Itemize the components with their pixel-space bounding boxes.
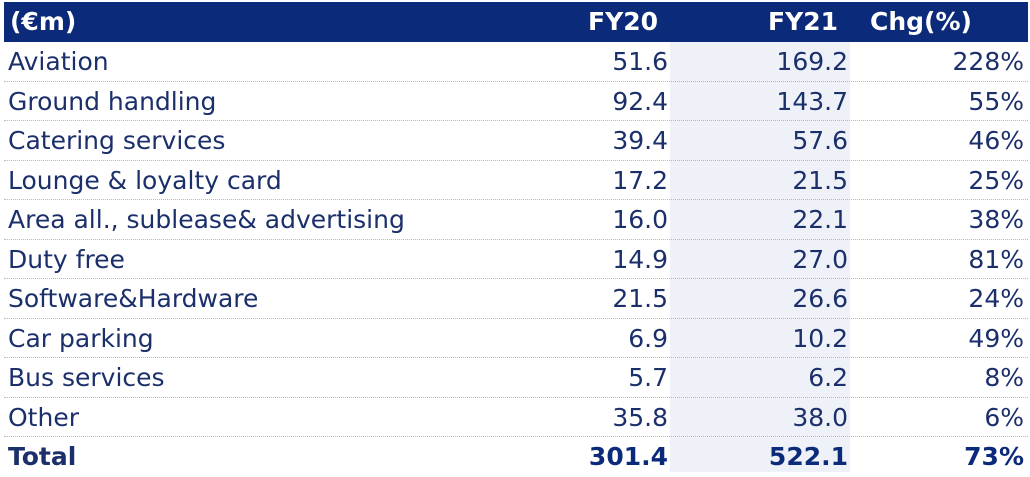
table-row: Lounge & loyalty card 17.2 21.5 25% [4,161,1028,200]
row-change-value: 228% [952,47,1024,76]
row-fy21-value: 27.0 [792,244,848,274]
row-fy20-value: 39.4 [612,126,668,155]
header-change-pct: Chg(%) [870,7,972,36]
row-fy21-value: 169.2 [776,47,848,76]
table-body: Aviation 51.6 169.2 228% Ground handling… [4,42,1028,476]
table-row: Bus services 5.7 6.2 8% [4,358,1028,398]
row-fy21-value: 143.7 [776,86,848,116]
row-fy21-value: 21.5 [792,165,848,195]
total-change-value: 73% [964,442,1024,471]
row-fy21-value: 10.2 [792,323,848,353]
row-change-value: 38% [968,205,1024,234]
row-label: Ground handling [8,86,217,116]
row-label: Aviation [8,47,109,76]
row-fy20-value: 16.0 [612,205,668,234]
row-fy21-value: 38.0 [792,402,848,432]
row-fy20-value: 51.6 [612,47,668,76]
row-change-value: 81% [968,244,1024,274]
header-fy21: FY21 [768,7,838,36]
row-change-value: 24% [968,284,1024,313]
table-row: Other 35.8 38.0 6% [4,398,1028,437]
row-fy20-value: 92.4 [612,86,668,116]
table-row: Area all., sublease& advertising 16.0 22… [4,200,1028,240]
header-fy20: FY20 [588,7,658,36]
row-fy21-value: 57.6 [792,126,848,155]
row-fy21-value: 26.6 [792,284,848,313]
row-fy20-value: 17.2 [612,165,668,195]
row-change-value: 46% [968,126,1024,155]
row-change-value: 8% [984,363,1024,392]
table-header: (€m) FY20 FY21 Chg(%) [4,2,1028,42]
row-change-value: 25% [968,165,1024,195]
table-row: Ground handling 92.4 143.7 55% [4,82,1028,121]
row-fy21-value: 22.1 [792,205,848,234]
row-fy20-value: 14.9 [612,244,668,274]
row-label: Lounge & loyalty card [8,165,282,195]
table-row: Car parking 6.9 10.2 49% [4,319,1028,358]
row-label: Other [8,402,79,432]
row-change-value: 6% [984,402,1024,432]
revenue-table: (€m) FY20 FY21 Chg(%) Aviation 51.6 169.… [4,2,1028,476]
row-change-value: 49% [968,323,1024,353]
row-label: Software&Hardware [8,284,259,313]
row-label: Catering services [8,126,226,155]
total-label: Total [8,442,77,471]
total-row: Total 301.4 522.1 73% [4,437,1028,476]
total-fy21-value: 522.1 [768,442,848,471]
row-fy20-value: 5.7 [628,363,668,392]
row-label: Area all., sublease& advertising [8,205,405,234]
row-change-value: 55% [968,86,1024,116]
row-label: Car parking [8,323,154,353]
row-label: Duty free [8,244,125,274]
table-row: Duty free 14.9 27.0 81% [4,240,1028,279]
table-row: Catering services 39.4 57.6 46% [4,121,1028,161]
table-row: Aviation 51.6 169.2 228% [4,42,1028,82]
header-unit-label: (€m) [10,7,77,36]
table-row: Software&Hardware 21.5 26.6 24% [4,279,1028,319]
row-fy20-value: 6.9 [628,323,668,353]
row-fy20-value: 21.5 [612,284,668,313]
fy21-column-shading [670,42,850,472]
row-label: Bus services [8,363,165,392]
row-fy21-value: 6.2 [808,363,848,392]
row-fy20-value: 35.8 [612,402,668,432]
total-fy20-value: 301.4 [588,442,668,471]
